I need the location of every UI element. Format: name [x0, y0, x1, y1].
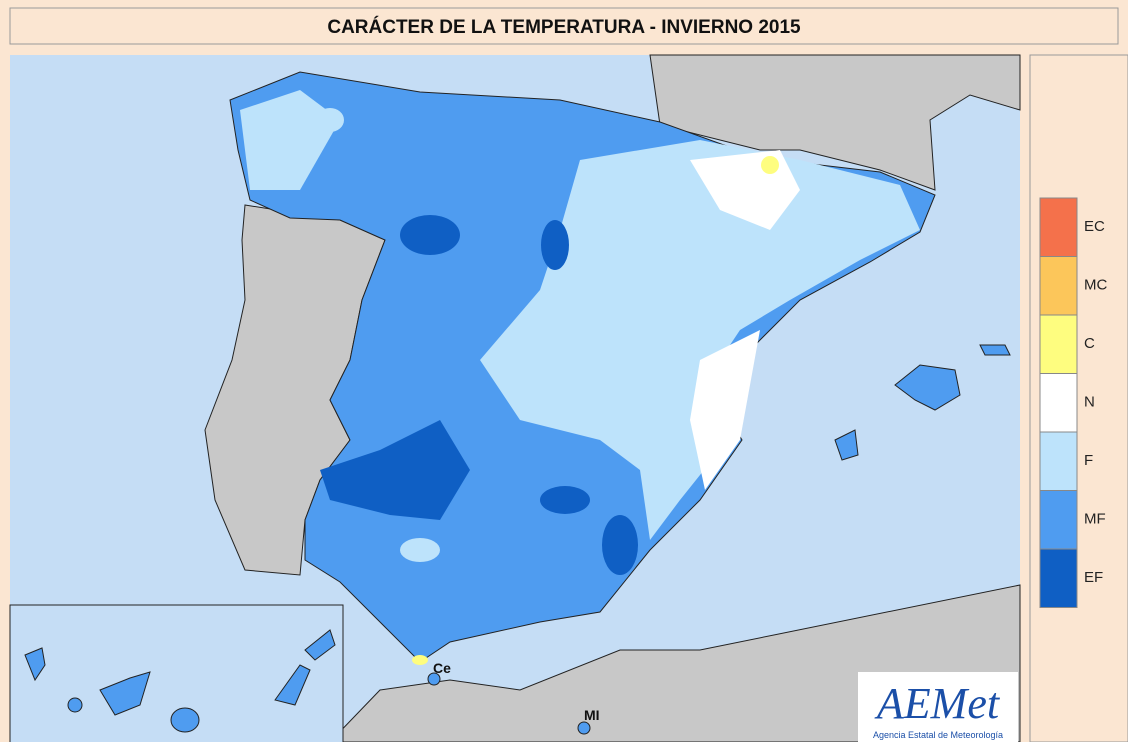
class-areas [240, 90, 920, 665]
legend-swatch [1039, 197, 1078, 257]
canary-islands [24, 629, 336, 733]
legend: EC MC C N F MF EF [1039, 197, 1107, 608]
region-f [316, 108, 344, 132]
legend-swatch [1039, 373, 1078, 433]
legend-swatch [1039, 256, 1078, 316]
logo-box [858, 672, 1018, 742]
legend-swatch [1039, 490, 1078, 550]
africa [329, 584, 1021, 742]
region-f [480, 140, 920, 540]
fuerteventura [274, 664, 311, 706]
legend-label: MC [1084, 277, 1107, 294]
mallorca [894, 364, 961, 411]
legend-swatch [1039, 314, 1078, 374]
legend-label: MF [1084, 511, 1106, 528]
legend-swatch [1039, 431, 1078, 491]
region-f [400, 538, 440, 562]
logo: AEMet [874, 679, 1001, 728]
menorca [979, 344, 1011, 356]
region-ef [320, 420, 470, 520]
region-c [761, 156, 779, 174]
la-gomera [67, 697, 83, 713]
ceuta [427, 672, 441, 686]
title: CARÁCTER DE LA TEMPERATURA - INVIERNO 20… [327, 16, 801, 38]
legend-label: EC [1084, 218, 1105, 235]
legend-swatch [1039, 548, 1078, 608]
region-n [690, 330, 760, 490]
gran-canaria [170, 707, 200, 733]
legend-label: N [1084, 394, 1095, 411]
la-palma [24, 647, 46, 682]
islands [834, 344, 1011, 461]
legend-panel [1029, 54, 1128, 742]
melilla [577, 721, 591, 735]
region-ef [400, 215, 460, 255]
title-bar [9, 7, 1119, 45]
legend-label: EF [1084, 569, 1103, 586]
region-ef [541, 220, 569, 270]
lanzarote [304, 629, 336, 661]
ibiza [834, 429, 859, 461]
place-label: Ce [433, 660, 451, 676]
legend-label: F [1084, 452, 1093, 469]
logo-subtitle: Agencia Estatal de Meteorología [873, 730, 1003, 740]
region-f [240, 90, 340, 190]
tenerife [99, 671, 151, 716]
region-ef [540, 486, 590, 514]
place-label: MI [584, 707, 600, 723]
region-c [412, 655, 428, 665]
region-ef [602, 515, 638, 575]
france [649, 54, 1021, 191]
legend-label: C [1084, 335, 1095, 352]
